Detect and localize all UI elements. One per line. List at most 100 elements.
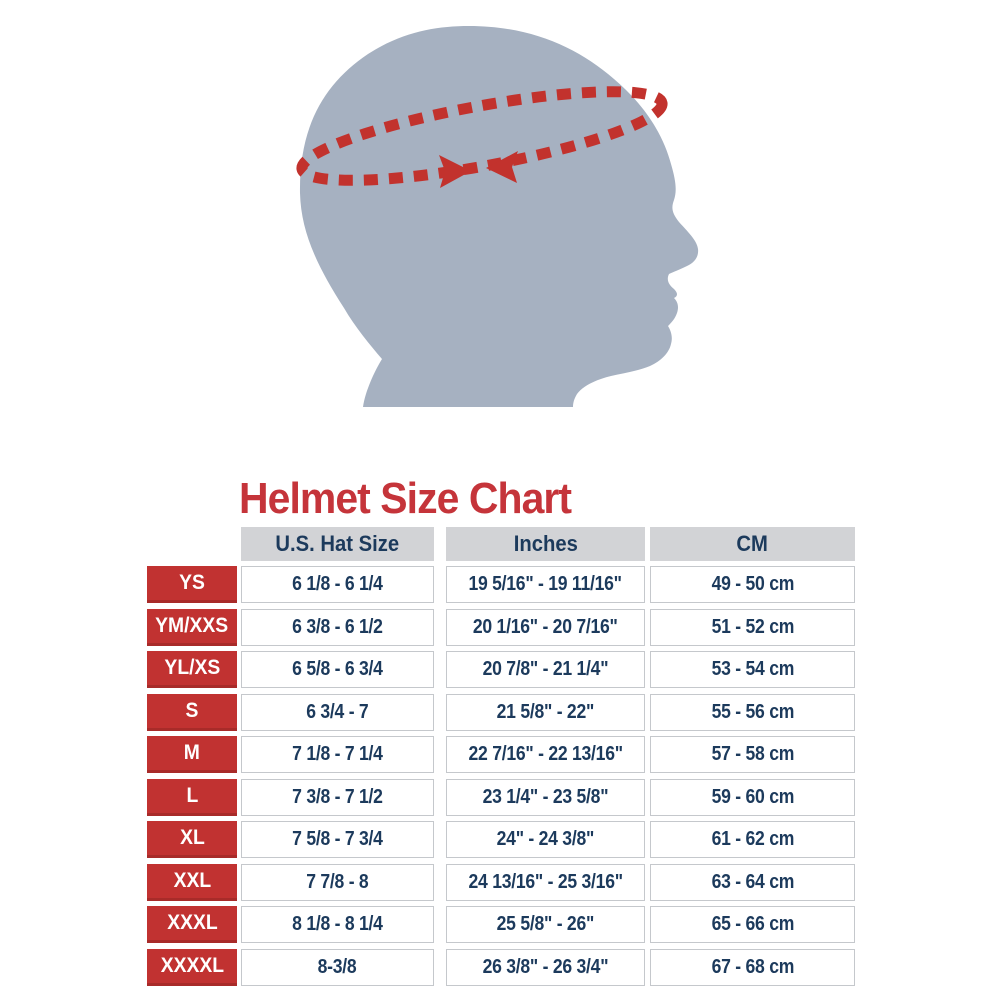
cell-us-hat-size: 7 7/8 - 8 (241, 863, 434, 901)
cell-cm-text: 55 - 56 cm (711, 700, 794, 723)
size-label-text: XL (179, 826, 205, 849)
cell-inches: 25 5/8" - 26" (446, 906, 645, 943)
cell-us-hat-size-text: 7 3/8 - 7 1/2 (292, 785, 383, 808)
cell-inches-text: 24" - 24 3/8" (496, 828, 595, 850)
size-label: M (147, 736, 237, 773)
column-header-cm: CM (650, 527, 855, 561)
size-label-text: M (183, 741, 201, 764)
table-row-yl-xs: YL/XS 6 5/8 - 6 3/4 20 7/8" - 21 1/4" 53 - … (147, 651, 855, 688)
cell-us-hat-size: 7 1/8 - 7 1/4 (241, 736, 434, 773)
cell-us-hat-size: 6 3/4 - 7 (241, 693, 434, 731)
cell-inches-text: 20 1/16" - 20 7/16" (473, 615, 618, 638)
size-table: U.S. Hat Size Inches CM YS 6 1/8 - 6 1/4 1… (147, 527, 855, 991)
size-label-text: YS (179, 571, 205, 594)
cell-us-hat-size-text: 7 5/8 - 7 3/4 (292, 828, 383, 850)
table-header-row: U.S. Hat Size Inches CM (147, 527, 855, 561)
cell-inches: 22 7/16" - 22 13/16" (446, 736, 645, 773)
column-header-inches: Inches (446, 527, 645, 561)
size-label: YL/XS (147, 651, 237, 688)
cell-us-hat-size-text: 6 3/8 - 6 1/2 (292, 615, 383, 638)
size-label: XXXXL (147, 948, 237, 986)
cell-cm-text: 65 - 66 cm (711, 913, 794, 935)
cell-us-hat-size-text: 8-3/8 (318, 955, 357, 978)
size-label-text: YL/XS (164, 656, 220, 679)
table-row-xxxl: XXXL 8 1/8 - 8 1/4 25 5/8" - 26" 65 - 66 cm (147, 906, 855, 943)
cell-us-hat-size: 7 3/8 - 7 1/2 (241, 778, 434, 816)
cell-cm-text: 53 - 54 cm (711, 658, 794, 680)
size-label-text: S (185, 698, 199, 722)
cell-us-hat-size: 6 5/8 - 6 3/4 (241, 651, 434, 688)
size-label: L (147, 778, 237, 816)
table-corner-cell (147, 527, 237, 561)
table-row-xxl: XXL 7 7/8 - 8 24 13/16" - 25 3/16" 63 - 64 … (147, 863, 855, 901)
column-header-us-hat-size: U.S. Hat Size (241, 527, 434, 561)
head-measurement-figure (296, 26, 699, 407)
size-label-text: XXL (173, 868, 211, 892)
tape-arrowhead-left-icon (486, 151, 518, 183)
cell-us-hat-size: 7 5/8 - 7 3/4 (241, 821, 434, 858)
cell-inches-text: 20 7/8" - 21 1/4" (482, 658, 609, 680)
size-label: YS (147, 566, 237, 603)
size-label: XXL (147, 863, 237, 901)
size-label-text: XXXL (166, 911, 218, 934)
cell-cm: 53 - 54 cm (650, 651, 855, 688)
cell-cm-text: 57 - 58 cm (711, 743, 794, 765)
cell-us-hat-size: 6 1/8 - 6 1/4 (241, 566, 434, 603)
cell-inches-text: 25 5/8" - 26" (496, 913, 595, 935)
cell-us-hat-size: 6 3/8 - 6 1/2 (241, 608, 434, 646)
cell-cm-text: 59 - 60 cm (711, 785, 794, 808)
cell-cm: 65 - 66 cm (650, 906, 855, 943)
head-silhouette (299, 26, 699, 407)
tape-arrowhead-right-icon (439, 155, 471, 188)
table-row-xl: XL 7 5/8 - 7 3/4 24" - 24 3/8" 61 - 62 cm (147, 821, 855, 858)
cell-cm-text: 61 - 62 cm (711, 828, 794, 850)
size-label: S (147, 693, 237, 731)
cell-inches: 20 7/8" - 21 1/4" (446, 651, 645, 688)
table-row-ys: YS 6 1/8 - 6 1/4 19 5/16" - 19 11/16" 49 - … (147, 566, 855, 603)
measuring-tape-dashed-line (296, 86, 668, 186)
cell-inches: 26 3/8" - 26 3/4" (446, 948, 645, 986)
table-row-s: S 6 3/4 - 7 21 5/8" - 22" 55 - 56 cm (147, 693, 855, 731)
size-label-text: L (186, 783, 198, 807)
cell-us-hat-size: 8 1/8 - 8 1/4 (241, 906, 434, 943)
cell-cm-text: 51 - 52 cm (711, 615, 794, 638)
cell-inches: 21 5/8" - 22" (446, 693, 645, 731)
cell-inches: 19 5/16" - 19 11/16" (446, 566, 645, 603)
table-row-l: L 7 3/8 - 7 1/2 23 1/4" - 23 5/8" 59 - 60 c… (147, 778, 855, 816)
cell-cm: 67 - 68 cm (650, 948, 855, 986)
cell-inches-text: 22 7/16" - 22 13/16" (468, 743, 623, 765)
cell-inches-text: 19 5/16" - 19 11/16" (468, 573, 623, 595)
cell-cm: 59 - 60 cm (650, 778, 855, 816)
cell-inches-text: 21 5/8" - 22" (496, 700, 595, 723)
cell-us-hat-size-text: 7 1/8 - 7 1/4 (292, 743, 383, 765)
size-label: YM/XXS (147, 608, 237, 646)
cell-cm: 63 - 64 cm (650, 863, 855, 901)
cell-cm: 57 - 58 cm (650, 736, 855, 773)
size-label: XL (147, 821, 237, 858)
cell-us-hat-size-text: 6 5/8 - 6 3/4 (292, 658, 383, 680)
table-row-xxxxl: XXXXL 8-3/8 26 3/8" - 26 3/4" 67 - 68 cm (147, 948, 855, 986)
cell-inches-text: 26 3/8" - 26 3/4" (482, 955, 609, 978)
cell-cm: 55 - 56 cm (650, 693, 855, 731)
size-label-text: YM/XXS (155, 613, 229, 637)
cell-cm-text: 63 - 64 cm (711, 870, 794, 893)
cell-us-hat-size-text: 6 3/4 - 7 (306, 700, 369, 723)
cell-us-hat-size-text: 8 1/8 - 8 1/4 (292, 913, 383, 935)
cell-us-hat-size-text: 6 1/8 - 6 1/4 (292, 573, 383, 595)
chart-title: Helmet Size Chart (239, 474, 572, 523)
cell-us-hat-size: 8-3/8 (241, 948, 434, 986)
cell-inches-text: 24 13/16" - 25 3/16" (468, 870, 623, 893)
cell-inches: 24" - 24 3/8" (446, 821, 645, 858)
cell-inches: 20 1/16" - 20 7/16" (446, 608, 645, 646)
cell-cm-text: 67 - 68 cm (711, 955, 794, 978)
cell-cm-text: 49 - 50 cm (711, 573, 794, 595)
table-row-m: M 7 1/8 - 7 1/4 22 7/16" - 22 13/16" 57 - 5… (147, 736, 855, 773)
cell-inches-text: 23 1/4" - 23 5/8" (482, 785, 609, 808)
table-row-ym-xxs: YM/XXS 6 3/8 - 6 1/2 20 1/16" - 20 7/16" 51… (147, 608, 855, 646)
cell-inches: 24 13/16" - 25 3/16" (446, 863, 645, 901)
cell-cm: 51 - 52 cm (650, 608, 855, 646)
size-label: XXXL (147, 906, 237, 943)
cell-us-hat-size-text: 7 7/8 - 8 (306, 870, 369, 893)
cell-cm: 49 - 50 cm (650, 566, 855, 603)
cell-cm: 61 - 62 cm (650, 821, 855, 858)
